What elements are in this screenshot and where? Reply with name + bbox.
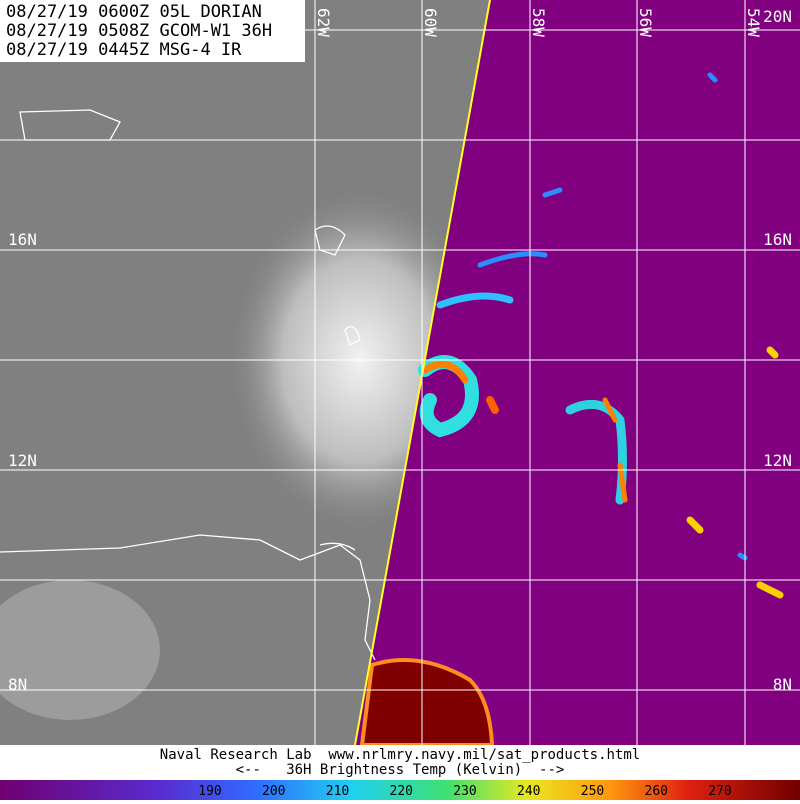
colorbar-tick-label: 230 xyxy=(453,784,476,799)
lat-label: 8N xyxy=(773,675,792,694)
lon-label: 58W xyxy=(529,8,548,37)
header-box xyxy=(0,0,305,62)
colorbar-tick-label: 260 xyxy=(645,784,668,799)
lat-label: 20N xyxy=(763,7,792,26)
header-line: 08/27/19 0600Z 05L DORIAN xyxy=(6,2,262,22)
clouds xyxy=(0,580,160,720)
lat-label: 16N xyxy=(8,230,37,249)
lon-label: 54W xyxy=(744,8,763,37)
colorbar-tick-label: 190 xyxy=(198,784,221,799)
header-line: 08/27/19 0445Z MSG-4 IR xyxy=(6,40,242,60)
lon-label: 56W xyxy=(636,8,655,37)
footer-line: Naval Research Lab www.nrlmry.navy.mil/s… xyxy=(160,747,640,763)
footer-line: <-- 36H Brightness Temp (Kelvin) --> xyxy=(236,762,565,778)
microwave-swath xyxy=(355,0,800,745)
footer-box xyxy=(0,745,800,780)
lon-label: 62W xyxy=(314,8,333,37)
lon-label: 60W xyxy=(421,8,440,37)
colorbar xyxy=(0,780,800,800)
colorbar-tick-label: 240 xyxy=(517,784,540,799)
colorbar-tick-label: 220 xyxy=(390,784,413,799)
colorbar-tick-label: 200 xyxy=(262,784,285,799)
colorbar-tick-label: 270 xyxy=(708,784,731,799)
coastlines xyxy=(0,109,376,661)
grid xyxy=(0,0,800,745)
rain-bands xyxy=(418,72,784,599)
lat-label: 12N xyxy=(8,451,37,470)
lat-label: 12N xyxy=(763,451,792,470)
lat-label: 16N xyxy=(763,230,792,249)
header-line: 08/27/19 0508Z GCOM-W1 36H xyxy=(6,21,272,41)
lat-label: 8N xyxy=(8,675,27,694)
land-warm xyxy=(359,658,495,747)
colorbar-tick-label: 250 xyxy=(581,784,604,799)
colorbar-tick-label: 210 xyxy=(326,784,349,799)
